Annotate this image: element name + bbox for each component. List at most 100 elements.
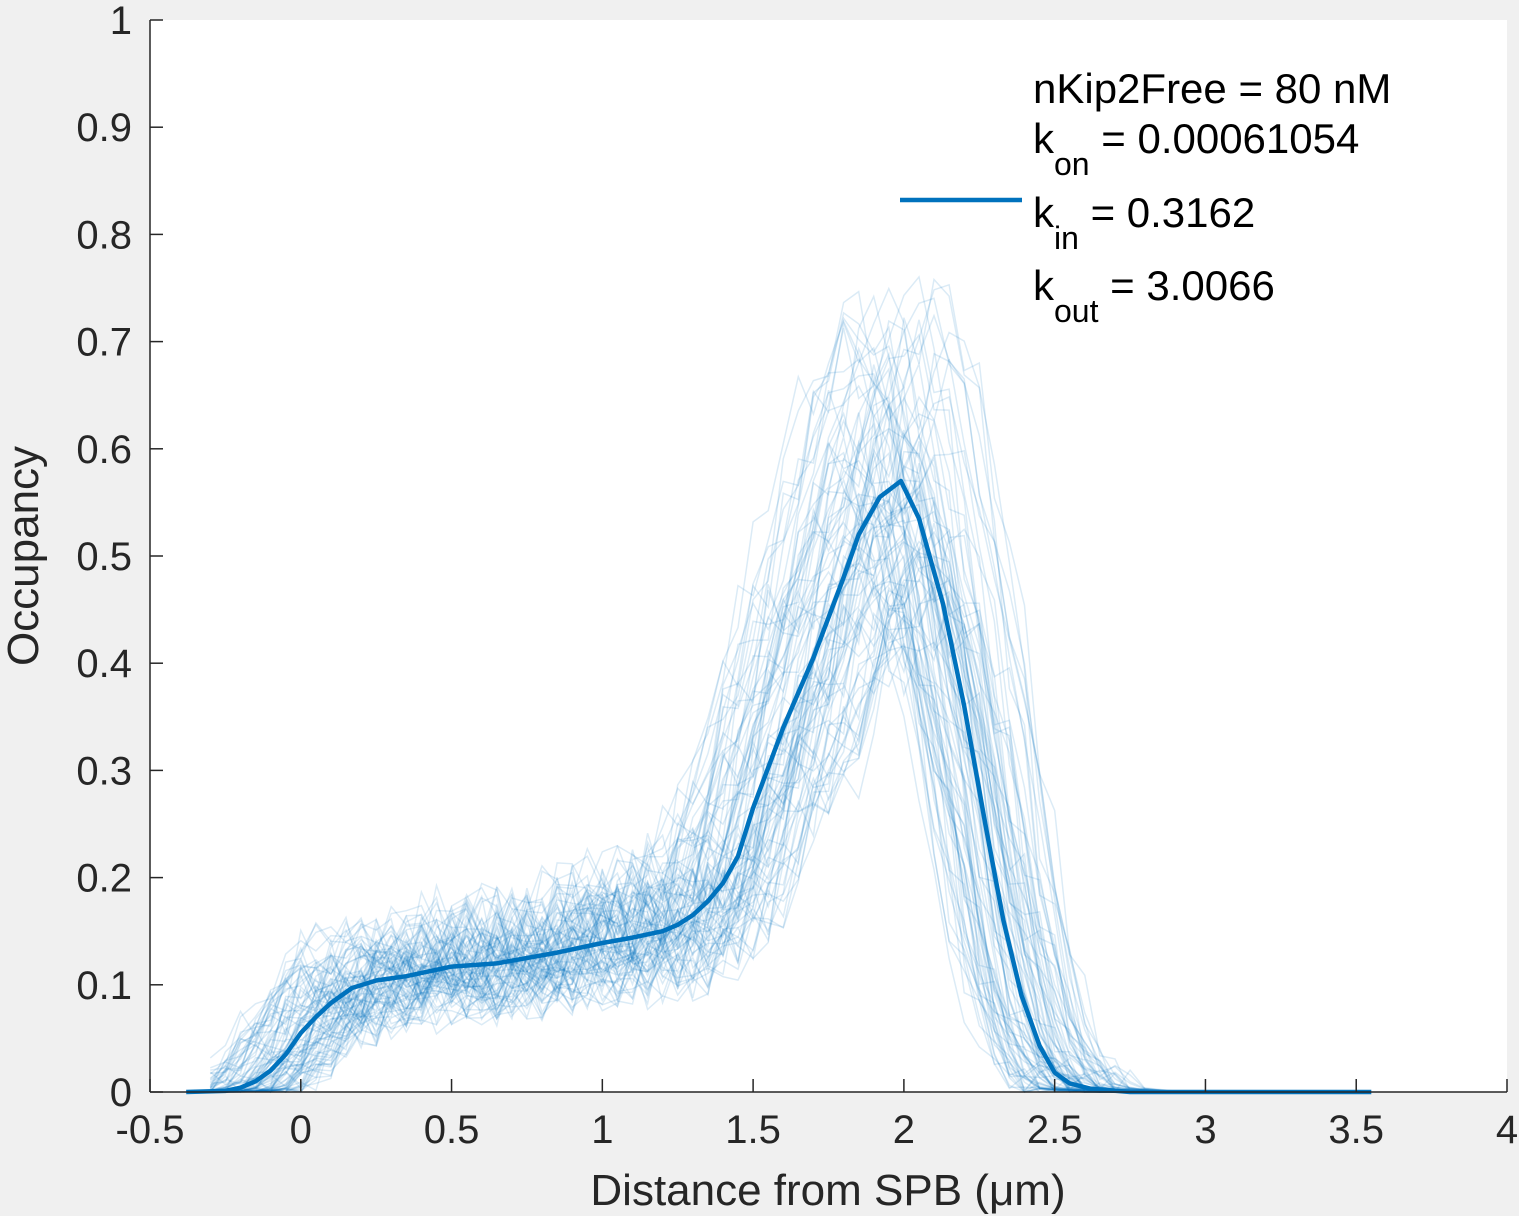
simulation-trace xyxy=(210,331,1176,1093)
simulation-trace xyxy=(210,411,1176,1093)
simulation-trace xyxy=(210,421,1176,1093)
simulation-trace xyxy=(210,618,1176,1093)
y-tick-label: 0.6 xyxy=(76,428,132,472)
simulation-trace xyxy=(210,556,1176,1093)
y-tick-label: 0.4 xyxy=(76,642,132,686)
simulation-trace xyxy=(209,496,1176,1093)
simulation-trace xyxy=(210,396,1176,1093)
simulation-trace xyxy=(210,551,1176,1093)
simulation-trace xyxy=(209,320,1176,1093)
simulation-trace xyxy=(210,569,1176,1093)
simulation-trace xyxy=(210,496,1176,1093)
simulation-trace xyxy=(210,611,1176,1094)
simulation-trace xyxy=(209,505,1176,1093)
simulation-trace xyxy=(210,551,1176,1093)
y-tick-label: 0.1 xyxy=(76,964,132,1008)
simulation-trace xyxy=(210,579,1176,1093)
y-tick-label: 0 xyxy=(110,1071,132,1115)
x-tick-label: 4 xyxy=(1496,1108,1518,1152)
simulation-trace xyxy=(209,501,1176,1094)
simulation-trace xyxy=(210,523,1176,1093)
y-tick-label: 0.7 xyxy=(76,321,132,365)
x-tick-label: 3 xyxy=(1194,1108,1216,1152)
x-tick-label: 2 xyxy=(893,1108,915,1152)
simulation-trace xyxy=(209,585,1176,1093)
x-tick-label: 1 xyxy=(591,1108,613,1152)
simulation-trace xyxy=(210,283,1176,1093)
simulation-trace xyxy=(209,311,1176,1093)
simulation-trace xyxy=(210,319,1176,1093)
simulation-trace xyxy=(209,441,1176,1093)
simulation-trace xyxy=(210,429,1176,1093)
legend-line-1: nKip2Free = 80 nM xyxy=(1033,65,1391,112)
simulation-trace xyxy=(210,483,1176,1093)
y-tick-label: 0.9 xyxy=(76,106,132,150)
simulation-trace xyxy=(209,327,1176,1093)
simulation-trace xyxy=(210,562,1176,1093)
simulation-trace xyxy=(210,463,1176,1093)
x-tick-label: 3.5 xyxy=(1328,1108,1384,1152)
legend-line-2: kon = 0.00061054 xyxy=(1033,115,1359,182)
legend: nKip2Free = 80 nM kon = 0.00061054 kin =… xyxy=(900,65,1391,329)
simulation-trace xyxy=(210,455,1176,1093)
simulation-trace xyxy=(209,443,1176,1093)
simulation-trace xyxy=(209,492,1176,1093)
simulation-trace xyxy=(210,510,1176,1094)
simulation-trace xyxy=(210,540,1176,1093)
simulation-trace xyxy=(210,422,1176,1093)
x-axis-ticks: -0.5 0 0.5 1 1.5 2 2.5 3 3.5 4 xyxy=(116,1079,1518,1152)
simulation-trace xyxy=(210,367,1176,1093)
x-tick-label: 2.5 xyxy=(1027,1108,1083,1152)
simulation-trace xyxy=(210,574,1176,1093)
legend-line-3: kin = 0.3162 xyxy=(1033,189,1255,256)
simulation-trace xyxy=(210,297,1176,1093)
x-tick-label: 0 xyxy=(290,1108,312,1152)
simulation-trace xyxy=(210,520,1176,1093)
simulation-trace xyxy=(210,358,1176,1094)
simulation-trace xyxy=(210,319,1176,1093)
simulation-trace xyxy=(209,290,1176,1093)
y-axis-title: Occupancy xyxy=(0,446,48,666)
y-tick-label: 0.2 xyxy=(76,857,132,901)
simulation-trace xyxy=(210,294,1176,1093)
mean-occupancy-line xyxy=(186,478,1372,1095)
simulation-trace xyxy=(209,319,1176,1093)
x-tick-label: 1.5 xyxy=(725,1108,781,1152)
simulation-trace xyxy=(210,404,1176,1093)
simulation-trace xyxy=(210,579,1176,1093)
simulation-trace xyxy=(210,641,1176,1093)
simulation-trace xyxy=(210,384,1176,1093)
simulation-trace xyxy=(210,531,1176,1093)
simulation-trace xyxy=(210,488,1176,1093)
simulation-trace xyxy=(210,428,1176,1093)
legend-line-4: kout = 3.0066 xyxy=(1033,262,1275,329)
y-tick-label: 0.8 xyxy=(76,213,132,257)
simulation-trace xyxy=(210,361,1176,1093)
simulation-trace xyxy=(209,478,1176,1093)
simulation-trace xyxy=(210,395,1176,1093)
simulation-trace xyxy=(210,537,1176,1093)
simulation-trace xyxy=(210,464,1176,1093)
simulation-trace xyxy=(210,580,1176,1093)
simulation-trace xyxy=(210,395,1176,1093)
simulation-trace xyxy=(210,546,1176,1093)
simulation-trace xyxy=(210,451,1176,1093)
simulation-trace xyxy=(210,275,1176,1093)
simulation-trace xyxy=(209,451,1176,1093)
simulation-trace xyxy=(210,580,1176,1093)
y-axis-ticks: 0 0.1 0.2 0.3 0.4 0.5 0.6 0.7 0.8 0.9 1 xyxy=(76,0,163,1115)
y-tick-label: 1 xyxy=(110,0,132,43)
x-axis-title: Distance from SPB (μm) xyxy=(590,1166,1065,1215)
simulation-trace xyxy=(210,441,1176,1093)
simulation-trace xyxy=(210,449,1176,1093)
simulation-trace xyxy=(210,501,1176,1093)
simulation-trace xyxy=(209,457,1176,1093)
simulation-trace xyxy=(210,313,1176,1093)
simulation-trace xyxy=(210,618,1176,1093)
simulation-trace xyxy=(210,277,1176,1093)
simulation-trace xyxy=(210,450,1176,1093)
simulation-trace xyxy=(210,503,1176,1093)
simulation-trace xyxy=(210,352,1176,1093)
y-tick-label: 0.3 xyxy=(76,749,132,793)
simulation-trace xyxy=(210,373,1176,1093)
